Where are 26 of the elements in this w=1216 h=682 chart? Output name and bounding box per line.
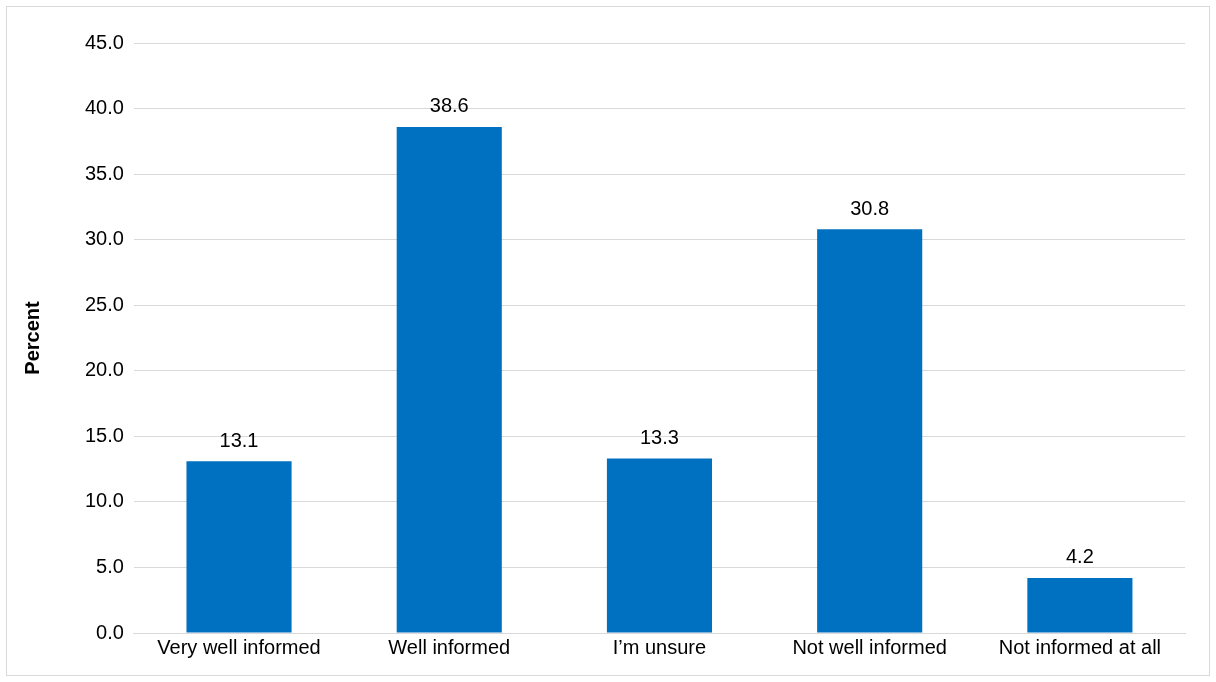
y-axis-title: Percent [20, 300, 43, 375]
y-tick-label: 0.0 [96, 620, 124, 643]
y-tick-label: 5.0 [96, 554, 124, 577]
x-tick-label: Not well informed [792, 635, 947, 658]
x-tick-label: Not informed at all [998, 635, 1162, 658]
data-label: 13.3 [639, 426, 679, 449]
y-tick-label: 35.0 [84, 161, 124, 184]
y-tick-label: 10.0 [84, 489, 124, 512]
data-label: 30.8 [850, 196, 890, 219]
x-tick-label: Very well informed [157, 635, 321, 658]
x-tick-label: I’m unsure [612, 635, 707, 658]
y-tick-label: 45.0 [84, 30, 124, 53]
y-tick-label: 40.0 [84, 96, 124, 119]
y-tick-label: 20.0 [84, 358, 124, 381]
x-tick-label: Well informed [388, 635, 511, 658]
data-label: 13.1 [219, 428, 259, 451]
y-tick-label: 25.0 [84, 292, 124, 315]
bar [1027, 577, 1133, 633]
data-label: 38.6 [429, 94, 469, 117]
bar [817, 229, 923, 633]
data-label: 4.2 [1065, 545, 1094, 568]
y-tick-label: 15.0 [84, 423, 124, 446]
bar [396, 126, 502, 633]
bar [186, 461, 292, 633]
bar [606, 458, 713, 633]
y-tick-label: 30.0 [84, 227, 124, 250]
